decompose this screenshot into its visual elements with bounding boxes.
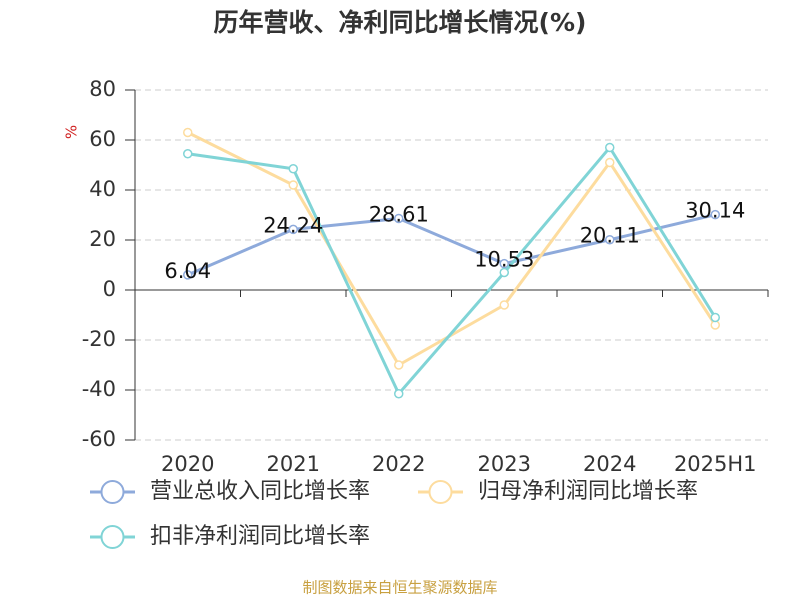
data-label: 10.53 — [474, 248, 534, 272]
x-tick-label: 2020 — [161, 452, 214, 476]
y-tick-label: 20 — [89, 227, 116, 251]
x-tick-label: 2024 — [583, 452, 636, 476]
x-tick-label: 2025H1 — [674, 452, 757, 476]
y-tick-label: 0 — [103, 277, 116, 301]
legend-marker — [100, 525, 125, 549]
point — [605, 157, 615, 168]
series-line — [187, 213, 716, 277]
point — [499, 258, 509, 269]
point — [605, 234, 615, 245]
data-label: 30.14 — [685, 199, 745, 223]
point — [394, 213, 404, 224]
point — [183, 149, 193, 159]
legend-label: 扣非净利润同比增长率 — [150, 524, 370, 549]
legend-marker — [100, 480, 125, 504]
point — [605, 142, 615, 153]
data-label: 6.04 — [164, 259, 211, 283]
y-tick-label: 40 — [89, 177, 116, 201]
point — [288, 164, 298, 174]
point — [394, 360, 404, 370]
point — [710, 312, 720, 323]
point — [288, 224, 298, 235]
y-axis-label: % — [63, 125, 81, 139]
y-tick-label: -60 — [82, 427, 116, 451]
point — [183, 270, 193, 280]
source-note: 制图数据来自恒生聚源数据库 — [302, 579, 497, 597]
legend-label: 营业总收入同比增长率 — [150, 479, 370, 504]
data-label: 24.24 — [263, 213, 323, 237]
point — [288, 180, 298, 190]
y-tick-label: 80 — [89, 77, 116, 101]
point — [499, 300, 509, 310]
data-label: 28.61 — [369, 202, 429, 226]
point — [183, 127, 193, 138]
x-tick-label: 2023 — [478, 452, 531, 476]
series-line — [187, 144, 717, 397]
x-tick-label: 2022 — [372, 452, 425, 476]
point — [394, 389, 404, 399]
y-tick-label: -20 — [82, 327, 116, 351]
series-line — [187, 131, 717, 368]
data-label: 20.11 — [580, 224, 640, 248]
chart-title: 历年营收、净利同比增长情况(%) — [214, 8, 587, 37]
point — [710, 209, 720, 220]
legend-marker — [428, 480, 453, 504]
legend-label: 归母净利润同比增长率 — [478, 479, 698, 504]
y-tick-label: 60 — [89, 127, 116, 151]
point — [499, 267, 509, 278]
y-tick-label: -40 — [82, 377, 116, 401]
x-tick-label: 2021 — [267, 452, 320, 476]
